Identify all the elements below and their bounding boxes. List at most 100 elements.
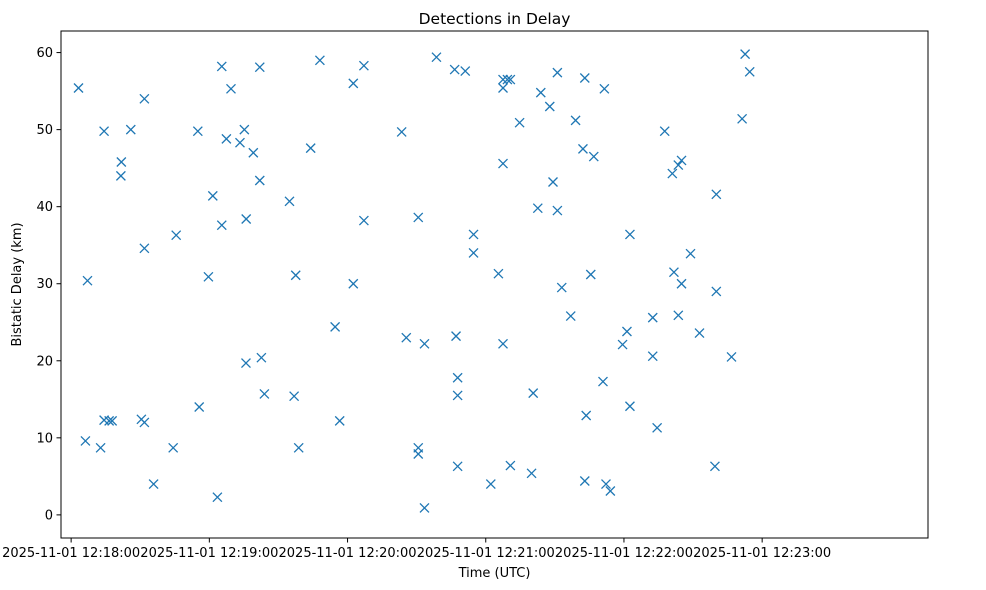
data-point-marker xyxy=(624,229,635,240)
data-point-marker xyxy=(624,401,635,412)
data-point-marker xyxy=(259,388,270,399)
data-point-marker xyxy=(115,170,126,181)
data-point-marker xyxy=(577,143,588,154)
data-point-marker xyxy=(116,157,127,167)
data-point-marker xyxy=(588,151,599,162)
data-point-marker xyxy=(168,442,179,453)
data-point-marker xyxy=(207,190,218,201)
x-tick-label: 2025-11-01 12:22:00 xyxy=(555,546,693,561)
data-point-marker xyxy=(647,312,658,323)
x-tick-label: 2025-11-01 12:21:00 xyxy=(417,546,555,561)
data-point-marker xyxy=(744,66,755,77)
data-point-marker xyxy=(419,338,430,349)
data-point-marker xyxy=(139,93,150,104)
data-point-marker xyxy=(192,126,203,137)
data-point-marker xyxy=(498,83,508,93)
data-point-marker xyxy=(413,449,424,459)
data-point-marker xyxy=(552,205,563,216)
data-point-marker xyxy=(737,113,748,124)
data-point-marker xyxy=(468,247,479,258)
data-point-marker xyxy=(73,83,84,93)
data-point-marker xyxy=(532,203,543,214)
data-point-marker xyxy=(305,143,316,154)
data-point-marker xyxy=(505,74,516,85)
data-point-marker xyxy=(493,268,504,279)
x-tick-label: 2025-11-01 12:19:00 xyxy=(140,546,278,561)
data-point-marker xyxy=(216,220,227,231)
data-point-marker xyxy=(171,230,182,241)
plot-area xyxy=(60,30,929,539)
data-point-marker xyxy=(99,126,110,137)
chart-title: Detections in Delay xyxy=(419,10,571,28)
data-point-marker xyxy=(226,83,236,94)
data-point-marker xyxy=(334,415,345,426)
y-axis-label: Bistatic Delay (km) xyxy=(10,222,25,346)
data-point-marker xyxy=(256,352,267,363)
data-point-marker xyxy=(485,479,496,490)
data-point-marker xyxy=(548,177,558,187)
data-point-marker xyxy=(556,282,567,293)
data-point-marker xyxy=(498,158,508,169)
data-point-marker xyxy=(139,243,150,254)
y-tick-label: 30 xyxy=(36,277,53,292)
data-point-marker xyxy=(139,417,150,428)
y-tick-label: 20 xyxy=(36,354,53,369)
data-point-marker xyxy=(254,175,265,186)
data-point-marker xyxy=(565,311,576,322)
data-point-marker xyxy=(293,442,304,453)
data-point-marker xyxy=(194,402,205,412)
data-point-marker xyxy=(148,479,159,490)
data-point-marker xyxy=(239,124,250,135)
data-point-marker xyxy=(694,328,705,339)
data-point-marker xyxy=(652,422,663,433)
data-point-marker xyxy=(740,49,751,60)
data-point-marker xyxy=(659,126,670,137)
data-point-marker xyxy=(667,168,678,179)
data-point-marker xyxy=(605,486,616,496)
data-point-marker xyxy=(617,339,628,350)
data-point-marker xyxy=(452,461,463,472)
data-point-marker xyxy=(348,78,359,89)
data-point-marker xyxy=(248,147,259,158)
data-point-marker xyxy=(396,126,407,137)
data-point-marker xyxy=(505,460,516,471)
data-point-marker xyxy=(241,214,252,224)
y-tick-label: 0 xyxy=(45,508,53,523)
data-point-marker xyxy=(289,391,300,402)
data-point-marker xyxy=(581,410,592,421)
data-point-marker xyxy=(552,67,563,78)
data-point-marker xyxy=(585,269,596,280)
data-point-marker xyxy=(711,286,722,297)
data-point-marker xyxy=(451,331,461,342)
data-point-marker xyxy=(449,64,460,75)
data-point-marker xyxy=(685,248,696,259)
data-point-marker xyxy=(676,278,687,289)
data-point-marker xyxy=(676,155,687,166)
data-point-marker xyxy=(598,376,608,387)
data-point-marker xyxy=(502,74,513,85)
data-point-marker xyxy=(314,55,325,66)
data-point-marker xyxy=(673,310,684,321)
x-axis-label: Time (UTC) xyxy=(458,566,531,581)
data-point-marker xyxy=(599,83,610,94)
data-point-marker xyxy=(526,468,537,479)
data-point-marker xyxy=(125,124,136,135)
y-tick-label: 50 xyxy=(36,123,53,138)
data-point-marker xyxy=(452,390,463,401)
data-point-marker xyxy=(290,270,301,281)
y-tick-label: 10 xyxy=(36,431,53,446)
data-point-marker xyxy=(544,101,555,112)
data-point-marker xyxy=(579,73,590,83)
data-point-marker xyxy=(514,117,525,128)
data-point-marker xyxy=(413,212,424,223)
data-point-marker xyxy=(431,52,442,63)
y-tick-label: 40 xyxy=(36,200,53,215)
data-point-marker xyxy=(468,229,479,240)
data-point-marker xyxy=(358,215,369,226)
data-point-marker xyxy=(216,61,227,72)
data-point-marker xyxy=(419,502,430,513)
data-point-marker xyxy=(82,275,93,286)
data-point-marker xyxy=(460,66,471,77)
data-point-marker xyxy=(452,372,463,383)
data-point-marker xyxy=(726,351,737,362)
